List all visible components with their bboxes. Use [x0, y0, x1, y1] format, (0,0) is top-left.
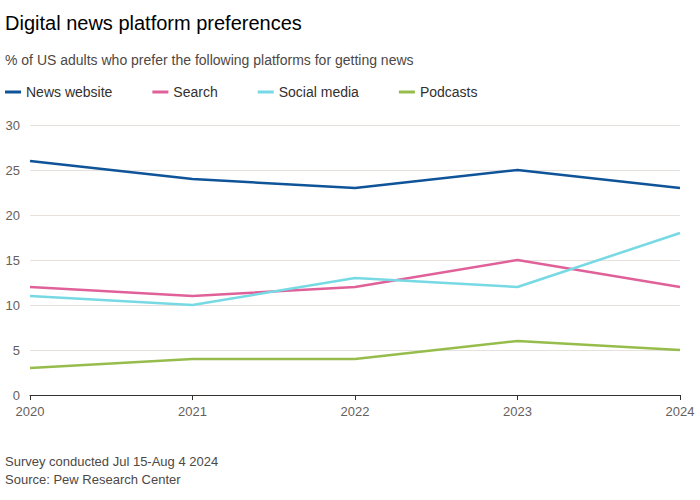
- svg-text:15: 15: [6, 253, 20, 268]
- svg-text:Survey conducted Jul 15-Aug 4: Survey conducted Jul 15-Aug 4 2024: [5, 454, 218, 469]
- svg-text:2022: 2022: [341, 404, 370, 419]
- svg-text:News website: News website: [26, 84, 113, 100]
- svg-text:20: 20: [6, 208, 20, 223]
- svg-text:5: 5: [13, 343, 20, 358]
- svg-text:0: 0: [13, 388, 20, 403]
- svg-text:2020: 2020: [16, 404, 45, 419]
- svg-text:Digital news platform preferen: Digital news platform preferences: [5, 12, 302, 34]
- svg-text:2024: 2024: [666, 404, 695, 419]
- svg-text:25: 25: [6, 163, 20, 178]
- svg-text:Search: Search: [173, 84, 217, 100]
- svg-text:2023: 2023: [503, 404, 532, 419]
- svg-text:30: 30: [6, 118, 20, 133]
- svg-text:Source: Pew Research Center: Source: Pew Research Center: [5, 472, 181, 487]
- svg-text:% of US adults who prefer the: % of US adults who prefer the following …: [5, 52, 414, 68]
- svg-text:10: 10: [6, 298, 20, 313]
- svg-text:Podcasts: Podcasts: [420, 84, 478, 100]
- svg-text:Social media: Social media: [279, 84, 359, 100]
- svg-text:2021: 2021: [178, 404, 207, 419]
